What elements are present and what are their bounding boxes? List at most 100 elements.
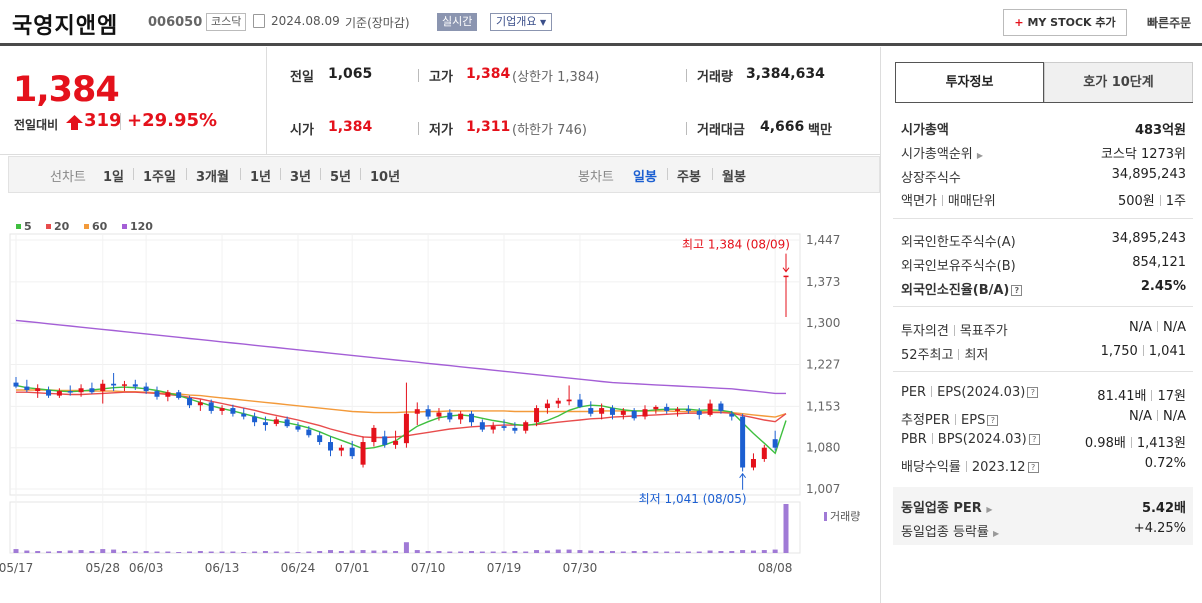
help-icon[interactable]: ? bbox=[1027, 462, 1039, 473]
volume-bar bbox=[208, 551, 214, 553]
my-stock-add-button[interactable]: + MY STOCK 추가 bbox=[1003, 9, 1127, 36]
volume-bar bbox=[273, 551, 279, 553]
candle-body bbox=[555, 400, 561, 404]
period-5y[interactable]: 5년 bbox=[330, 170, 352, 185]
volume-bar bbox=[132, 551, 138, 553]
volume-value: 3,384,634 bbox=[746, 66, 825, 82]
volume-bar bbox=[403, 542, 409, 553]
divider bbox=[186, 168, 187, 180]
volume-bar bbox=[295, 552, 301, 553]
bps-label: BPS(2024.03) bbox=[937, 432, 1027, 447]
y-tick-label: 1,227 bbox=[806, 358, 840, 372]
amount-value: 4,666 bbox=[760, 119, 805, 135]
candle-body bbox=[393, 440, 399, 445]
quote-date: 2024.08.09 bbox=[271, 14, 340, 28]
volume-bar bbox=[675, 551, 681, 553]
low-annotation-arrowhead bbox=[739, 472, 747, 479]
volume-bar bbox=[284, 551, 290, 553]
x-tick-label: 05/17 bbox=[0, 561, 33, 575]
foreign-limit-label: 외국인한도주식수(A) bbox=[901, 235, 1016, 250]
help-icon[interactable]: ? bbox=[1011, 285, 1023, 296]
legend-swatch bbox=[122, 224, 127, 229]
ma120-line bbox=[15, 319, 786, 395]
divider bbox=[418, 69, 419, 82]
divider bbox=[266, 47, 267, 155]
candle-body bbox=[176, 392, 182, 398]
volume-bar bbox=[479, 551, 485, 553]
par-value: 500원 bbox=[1117, 194, 1155, 209]
legend-label: 20 bbox=[54, 220, 70, 233]
candle-body bbox=[761, 447, 767, 460]
volume-bar bbox=[761, 550, 767, 553]
pbr-label: PBR bbox=[901, 432, 927, 447]
period-1w[interactable]: 1주일 bbox=[143, 170, 176, 185]
y-tick-label: 1,373 bbox=[806, 275, 840, 289]
volume-bar bbox=[468, 551, 474, 553]
period-1d[interactable]: 1일 bbox=[103, 170, 125, 185]
period-3m[interactable]: 3개월 bbox=[196, 170, 229, 185]
sector-per-row[interactable]: 동일업종 PER ▶ 5.42배 bbox=[901, 497, 1186, 517]
market-cap-rank-row[interactable]: 시가총액순위 ▶ 코스닥 1273위 bbox=[901, 143, 1186, 163]
opinion-value: N/A bbox=[1129, 320, 1152, 335]
line-chart-label: 선차트 bbox=[50, 170, 86, 185]
target-price-value: N/A bbox=[1163, 320, 1186, 335]
volume-bar bbox=[393, 551, 399, 553]
candle-daily[interactable]: 일봉 bbox=[633, 170, 657, 185]
shares-row: 상장주식수 34,895,243 bbox=[901, 167, 1186, 187]
candle-body bbox=[132, 384, 138, 387]
period-1y[interactable]: 1년 bbox=[250, 170, 272, 185]
y-tick-label: 1,447 bbox=[806, 233, 840, 247]
calendar-icon bbox=[253, 14, 265, 28]
period-3y[interactable]: 3년 bbox=[290, 170, 312, 185]
volume-bar bbox=[729, 551, 735, 553]
legend-label: 120 bbox=[130, 220, 153, 233]
high-value: 1,384 bbox=[466, 66, 511, 82]
ma60-line bbox=[16, 389, 787, 418]
candle-body bbox=[675, 409, 681, 411]
period-10y[interactable]: 10년 bbox=[370, 170, 401, 185]
candle-body bbox=[642, 409, 648, 417]
candle-body bbox=[197, 402, 203, 406]
market-cap-rank-label: 시가총액순위 bbox=[901, 147, 973, 162]
candle-weekly[interactable]: 주봉 bbox=[677, 170, 701, 185]
company-info-dropdown[interactable]: 기업개요 ▼ bbox=[490, 13, 553, 31]
quote-basis: 기준(장마감) bbox=[345, 16, 410, 30]
sector-change-row[interactable]: 동일업종 등락률 ▶ +4.25% bbox=[901, 521, 1186, 541]
divider bbox=[120, 113, 121, 130]
volume-bar bbox=[740, 550, 746, 553]
week52-low-label: 최저 bbox=[964, 348, 989, 363]
market-cap-label: 시가총액 bbox=[901, 123, 949, 138]
candle-body bbox=[13, 382, 19, 387]
tab-order-book[interactable]: 호가 10단계 bbox=[1044, 62, 1193, 103]
help-icon[interactable]: ? bbox=[987, 415, 999, 426]
stock-name: 국영지앤엠 bbox=[12, 14, 119, 39]
volume-bar bbox=[306, 551, 312, 553]
price-chart[interactable]: 5 20 60 120 1,447 1,373 1,300 1,227 1,153 1,080 1,… bbox=[0, 210, 880, 603]
sector-change-label: 동일업종 등락률 bbox=[901, 525, 989, 540]
volume-legend-swatch bbox=[824, 512, 827, 521]
candle-body bbox=[718, 403, 724, 411]
candle-body bbox=[241, 413, 247, 417]
volume-bar bbox=[143, 551, 149, 553]
high-label: 고가 bbox=[429, 70, 453, 85]
help-icon[interactable]: ? bbox=[1028, 434, 1040, 445]
pbr-value: 0.98배 bbox=[1084, 436, 1126, 451]
volume-bar bbox=[588, 550, 594, 553]
upper-limit: (상한가 1,384) bbox=[512, 70, 600, 85]
per-label: PER bbox=[901, 385, 927, 400]
candle-body bbox=[729, 413, 735, 417]
tab-invest-info[interactable]: 투자정보 bbox=[895, 62, 1044, 103]
realtime-button[interactable]: 실시간 bbox=[437, 13, 478, 31]
trade-unit-label: 매매단위 bbox=[947, 194, 996, 209]
volume-bar bbox=[425, 551, 431, 553]
candle-body bbox=[653, 406, 659, 410]
help-icon[interactable]: ? bbox=[1027, 387, 1039, 398]
y-tick-label: 1,300 bbox=[806, 316, 840, 330]
shares-label: 상장주식수 bbox=[901, 171, 961, 186]
candle-monthly[interactable]: 월봉 bbox=[722, 170, 746, 185]
volume-bar bbox=[35, 551, 41, 553]
volume-bar bbox=[772, 549, 778, 553]
foreign-ratio-value: 2.45% bbox=[1140, 279, 1186, 294]
quick-order-link[interactable]: 빠른주문 bbox=[1147, 16, 1192, 30]
change-label: 전일대비 bbox=[14, 118, 59, 132]
